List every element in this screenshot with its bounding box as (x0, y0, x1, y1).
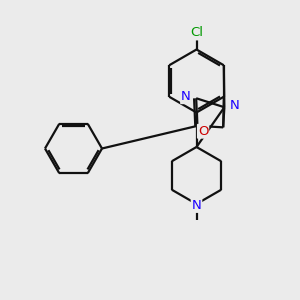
Text: N: N (230, 99, 239, 112)
Text: N: N (181, 90, 191, 103)
Text: Cl: Cl (190, 26, 203, 40)
Text: N: N (192, 199, 201, 212)
Text: O: O (198, 125, 208, 138)
